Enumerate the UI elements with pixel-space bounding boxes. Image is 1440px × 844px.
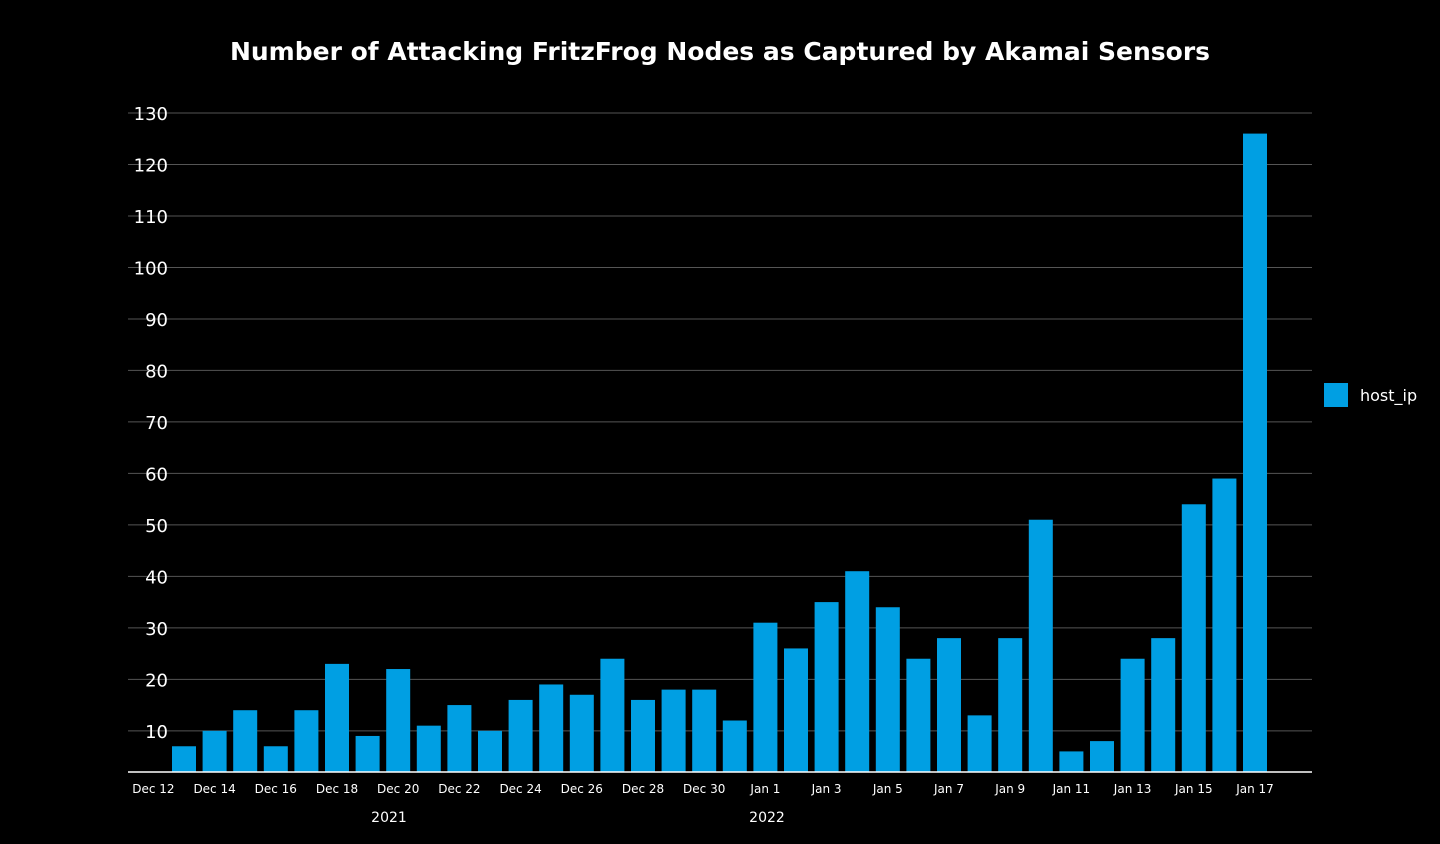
bar-jan-9	[998, 638, 1023, 772]
bar-dec-18	[325, 663, 349, 772]
bar-dec-17	[294, 710, 319, 772]
bar-jan-7	[937, 638, 961, 772]
y-tick-label: 130	[134, 104, 168, 125]
bar-dec-21	[416, 725, 441, 772]
y-tick-label: 40	[145, 567, 168, 588]
bar-dec-24	[508, 699, 533, 772]
x-tick-label: Jan 5	[872, 782, 903, 796]
bars	[172, 133, 1267, 772]
x-tick-label: Dec 16	[255, 782, 297, 796]
bar-jan-16	[1212, 478, 1237, 772]
x-tick-label: Dec 14	[193, 782, 235, 796]
bar-dec-22	[447, 705, 472, 772]
bar-dec-23	[478, 730, 502, 772]
bar-jan-8	[967, 715, 992, 772]
x-tick-label: Jan 11	[1052, 782, 1091, 796]
bar-jan-6	[906, 658, 931, 772]
x-tick-label: Jan 17	[1235, 782, 1274, 796]
x-tick-label: Jan 7	[933, 782, 964, 796]
bar-dec-29	[661, 689, 686, 772]
bar-jan-5	[875, 607, 900, 772]
bar-jan-14	[1151, 638, 1176, 772]
x-tick-label: Dec 22	[438, 782, 480, 796]
y-tick-label: 50	[145, 516, 168, 537]
x-tick-label: Dec 20	[377, 782, 419, 796]
bar-dec-25	[539, 684, 564, 772]
y-tick-label: 60	[145, 464, 168, 485]
bar-jan-12	[1090, 741, 1114, 772]
bar-jan-2	[784, 648, 808, 772]
x-tick-label: Dec 12	[132, 782, 174, 796]
x-axis: Dec 12 Dec 14 Dec 16 Dec 18 Dec 20 Dec 22 Dec …	[132, 782, 1274, 796]
y-tick-label: 120	[134, 155, 168, 176]
x-tick-label: Jan 13	[1113, 782, 1152, 796]
bar-dec-30	[692, 689, 717, 772]
bar-dec-19	[355, 735, 380, 772]
legend-swatch	[1324, 383, 1348, 407]
x-tick-label: Jan 9	[994, 782, 1025, 796]
x-tick-label: Jan 1	[749, 782, 780, 796]
bar-jan-4	[845, 571, 870, 772]
bar-dec-27	[600, 658, 625, 772]
x-tick-label: Dec 24	[499, 782, 541, 796]
y-tick-label: 110	[134, 207, 168, 228]
y-tick-label: 100	[134, 258, 168, 279]
year-label: 2021	[371, 810, 407, 826]
bar-jan-13	[1120, 658, 1145, 772]
bar-jan-17	[1243, 133, 1267, 772]
year-labels: 2021 2022	[371, 810, 785, 826]
bar-dec-16	[263, 746, 288, 772]
y-tick-label: 90	[145, 310, 168, 331]
x-tick-label: Jan 15	[1174, 782, 1213, 796]
bar-jan-1	[753, 622, 778, 772]
x-tick-label: Dec 28	[622, 782, 664, 796]
bar-jan-3	[814, 602, 839, 772]
year-label: 2022	[749, 810, 785, 826]
bar-dec-14	[202, 730, 227, 772]
bar-dec-28	[631, 699, 655, 772]
bar-jan-15	[1181, 504, 1206, 772]
bar-jan-10	[1028, 519, 1053, 772]
y-axis: 10 20 30 40 50 60 70 80 90 100 110 120 130	[134, 104, 168, 743]
legend-label: host_ip	[1360, 386, 1417, 406]
x-tick-label: Dec 30	[683, 782, 725, 796]
bar-dec-31	[722, 720, 747, 772]
y-tick-label: 30	[145, 619, 168, 640]
bar-dec-13	[172, 746, 196, 772]
x-tick-label: Jan 3	[811, 782, 842, 796]
bar-jan-11	[1059, 751, 1084, 772]
y-tick-label: 70	[145, 413, 168, 434]
y-tick-label: 10	[145, 722, 168, 743]
x-tick-label: Dec 18	[316, 782, 358, 796]
bar-dec-26	[569, 694, 594, 772]
grid	[128, 112, 1312, 732]
y-tick-label: 80	[145, 361, 168, 382]
legend: host_ip	[1324, 383, 1417, 407]
y-tick-label: 20	[145, 670, 168, 691]
bar-dec-20	[386, 669, 411, 772]
bar-dec-15	[233, 710, 258, 772]
chart-title: Number of Attacking FritzFrog Nodes as C…	[230, 37, 1210, 66]
x-tick-label: Dec 26	[561, 782, 603, 796]
